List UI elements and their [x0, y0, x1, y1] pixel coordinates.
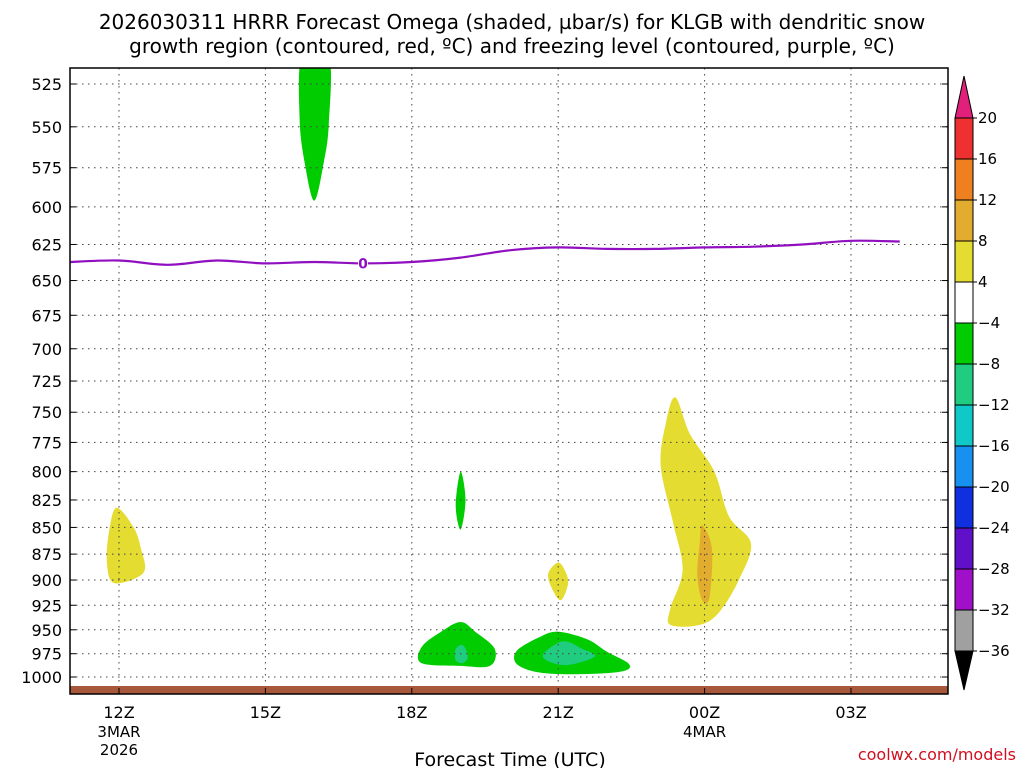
omega-region-yellow-21z [547, 562, 569, 601]
y-tick-label: 575 [31, 159, 62, 178]
freezing-level-label: 0 [358, 256, 368, 272]
y-tick-label: 675 [31, 306, 62, 325]
y-tick-label: 925 [31, 596, 62, 615]
chart-title-line2: growth region (contoured, red, ºC) and f… [129, 34, 895, 58]
y-tick-label: 825 [31, 491, 62, 510]
x-tick-label: 21Z [543, 703, 574, 722]
colorbar-label: −4 [978, 314, 1000, 332]
y-tick-label: 550 [31, 118, 62, 137]
colorbar-bottom-triangle [954, 650, 974, 691]
site-credit: coolwx.com/models [858, 745, 1016, 764]
colorbar-segment [954, 486, 974, 529]
colorbar-segment [954, 404, 974, 447]
colorbar-segment [954, 363, 974, 406]
colorbar-segment [954, 158, 974, 201]
omega-region-green-19z-upper [455, 471, 466, 530]
y-tick-label: 1000 [21, 668, 62, 687]
x-tick-label: 03Z [835, 703, 866, 722]
y-tick-label: 775 [31, 433, 62, 452]
surface-band [70, 686, 948, 694]
y-tick-label: 625 [31, 235, 62, 254]
y-tick-label: 900 [31, 571, 62, 590]
y-tick-label: 525 [31, 75, 62, 94]
colorbar-label: 12 [978, 191, 997, 209]
colorbar-label: −12 [978, 396, 1010, 414]
y-tick-label: 875 [31, 545, 62, 564]
colorbar-segment [954, 445, 974, 488]
y-tick-label: 950 [31, 621, 62, 640]
freezing-level-contour: 0 [70, 239, 900, 272]
x-axis-title: Forecast Time (UTC) [414, 749, 605, 768]
colorbar-segment [954, 240, 974, 283]
colorbar-segment [954, 527, 974, 570]
colorbar-segment [954, 281, 974, 324]
x-tick-label: 12Z [103, 703, 134, 722]
colorbar-label: 16 [978, 150, 997, 168]
y-tick-label: 975 [31, 645, 62, 664]
colorbar-label: 4 [978, 273, 988, 291]
colorbar-label: 20 [978, 109, 997, 127]
freezing-level-line [70, 239, 900, 266]
grid-lines [70, 68, 948, 694]
colorbar-segment [954, 609, 974, 652]
y-tick-label: 850 [31, 518, 62, 537]
omega-region-orange-0z [697, 525, 713, 604]
omega-shaded-regions [106, 68, 752, 675]
chart-title-line1: 2026030311 HRRR Forecast Omega (shaded, … [99, 10, 925, 34]
y-axis: 525 550 575 600 625 650 675 700 725 750 775 800 825 8… [21, 75, 948, 687]
y-tick-label: 725 [31, 372, 62, 391]
y-tick-label: 750 [31, 403, 62, 422]
colorbar-top-triangle [954, 75, 974, 119]
x-date-label: 3MAR [97, 723, 140, 741]
x-tick-label: 18Z [396, 703, 427, 722]
colorbar-label: −20 [978, 478, 1010, 496]
colorbar-legend: 20 16 12 8 4 −4 −8 −12 −16 −20 −24 −28 −32 −36 [954, 75, 1010, 691]
colorbar-label: −36 [978, 642, 1010, 660]
colorbar-segment [954, 117, 974, 160]
omega-region-green-16z [298, 68, 331, 201]
omega-region-yellow-12z [106, 507, 146, 584]
y-tick-label: 800 [31, 463, 62, 482]
freezing-level-label-bg [358, 256, 368, 271]
colorbar-label: −32 [978, 601, 1010, 619]
omega-region-green-19z-lower [417, 622, 496, 668]
colorbar-segment [954, 568, 974, 611]
colorbar-label: −24 [978, 519, 1010, 537]
colorbar-label: 8 [978, 232, 988, 250]
y-tick-label: 650 [31, 272, 62, 291]
surface-terrain [70, 686, 948, 694]
colorbar-segment [954, 322, 974, 365]
omega-region-yellow-2330z [660, 397, 752, 627]
x-date-label: 4MAR [683, 723, 726, 741]
colorbar-label: −16 [978, 437, 1010, 455]
y-tick-label: 700 [31, 340, 62, 359]
x-tick-label: 00Z [689, 703, 720, 722]
colorbar-label: −8 [978, 355, 1000, 373]
colorbar-segment [954, 199, 974, 242]
colorbar-label: −28 [978, 560, 1010, 578]
y-tick-label: 600 [31, 198, 62, 217]
omega-region-teal-21z [542, 641, 596, 666]
x-year-label: 2026 [100, 741, 138, 759]
x-tick-label: 15Z [250, 703, 281, 722]
